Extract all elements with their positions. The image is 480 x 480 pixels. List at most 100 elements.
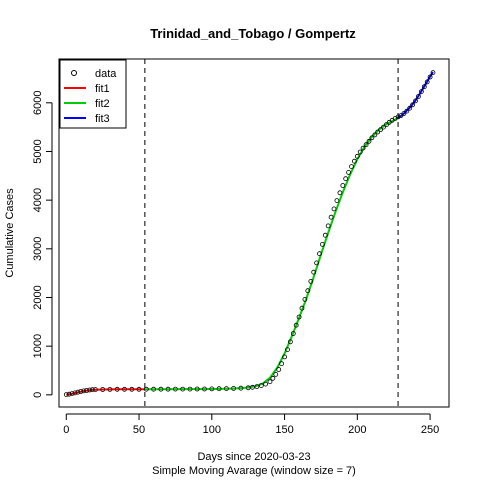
- data-point: [114, 386, 120, 392]
- data-point: [357, 149, 363, 155]
- data-point: [424, 79, 430, 85]
- data-point: [430, 70, 436, 75]
- data-point: [311, 269, 317, 275]
- y-tick-label: 0: [32, 392, 44, 398]
- data-point: [366, 138, 372, 144]
- data-point: [407, 105, 413, 111]
- data-point: [223, 386, 229, 392]
- data-point: [293, 322, 299, 328]
- data-point: [270, 375, 276, 381]
- data-point: [299, 305, 305, 311]
- data-point: [180, 386, 186, 392]
- legend-label-fit3: fit3: [95, 113, 110, 125]
- data-point: [346, 169, 352, 175]
- y-tick-label: 2000: [32, 285, 44, 309]
- x-tick-label: 150: [275, 424, 293, 436]
- data-point: [216, 386, 222, 392]
- x-tick-label: 100: [203, 424, 221, 436]
- x-axis-label: Days since 2020-03-23: [197, 451, 310, 463]
- data-point: [319, 241, 325, 247]
- x-tick-label: 50: [133, 424, 145, 436]
- data-point: [421, 84, 427, 90]
- data-point: [250, 384, 255, 390]
- data-point: [254, 384, 260, 390]
- data-point: [81, 388, 87, 394]
- data-point: [238, 385, 244, 391]
- data-point: [136, 386, 142, 392]
- legend-box: [59, 59, 127, 129]
- series-line-fit2: [144, 117, 399, 391]
- legend: data fit1 fit2 fit3: [59, 59, 127, 129]
- data-point: [340, 183, 346, 188]
- data-point: [143, 386, 149, 392]
- data-point: [302, 296, 308, 302]
- data-point: [378, 127, 384, 133]
- legend-label-fit2: fit2: [95, 98, 110, 110]
- data-point: [413, 98, 418, 104]
- x-axis: 0 50 100 150 200 250: [63, 413, 439, 436]
- x-tick-label: 250: [421, 424, 439, 436]
- data-point: [305, 288, 311, 294]
- data-point: [87, 387, 92, 393]
- data-point: [78, 389, 84, 394]
- plot-content: [63, 59, 436, 407]
- data-point: [427, 74, 433, 80]
- data-point: [90, 387, 95, 393]
- series-line-fit1: [66, 388, 145, 396]
- series-line-fit3: [397, 71, 434, 119]
- data-point: [258, 383, 264, 389]
- data-point: [308, 278, 314, 284]
- data-point: [151, 386, 157, 392]
- data-point: [317, 251, 322, 257]
- data-point: [383, 122, 389, 128]
- data-point: [273, 371, 279, 377]
- y-axis-label: Cumulative Cases: [4, 188, 16, 278]
- chart-subtitle: Simple Moving Avarage (window size = 7): [152, 465, 356, 477]
- chart-title: Trinidad_and_Tobago / Gompertz: [150, 26, 356, 41]
- data-point: [202, 386, 207, 392]
- data-point: [415, 94, 421, 99]
- data-point: [375, 129, 381, 135]
- data-point: [263, 381, 269, 387]
- data-point: [66, 391, 72, 397]
- data-point: [276, 367, 282, 372]
- data-point: [107, 386, 113, 392]
- data-point: [100, 387, 106, 392]
- data-point: [337, 190, 343, 196]
- data-point: [325, 223, 331, 229]
- data-point: [279, 361, 285, 367]
- data-point: [354, 153, 360, 159]
- y-axis: 0 1000 2000 3000 4000 5000 6000: [32, 91, 53, 398]
- y-tick-label: 1000: [32, 334, 44, 358]
- data-point: [172, 386, 178, 392]
- legend-label-data: data: [95, 68, 117, 80]
- data-point: [93, 387, 98, 393]
- data-point: [69, 391, 75, 397]
- data-point: [369, 135, 375, 141]
- plot-area-frame: [58, 58, 450, 408]
- legend-symbol-data: [71, 70, 77, 76]
- x-tick-label: 0: [63, 424, 69, 436]
- data-point: [381, 124, 386, 130]
- data-point: [351, 158, 357, 164]
- y-tick-label: 3000: [32, 237, 44, 261]
- data-point: [72, 390, 78, 396]
- data-point: [334, 198, 340, 204]
- data-point: [282, 354, 288, 360]
- data-point: [410, 102, 416, 108]
- data-point: [209, 386, 215, 392]
- data-point: [343, 176, 349, 182]
- data-point: [290, 331, 296, 336]
- data-point: [287, 339, 293, 345]
- data-point: [84, 388, 89, 393]
- y-tick-label: 4000: [32, 188, 44, 212]
- data-point: [404, 108, 410, 114]
- legend-label-fit1: fit1: [95, 83, 110, 95]
- data-point: [296, 314, 302, 320]
- data-point: [231, 385, 237, 391]
- data-point: [418, 89, 424, 94]
- data-point: [285, 347, 290, 353]
- y-tick-label: 5000: [32, 139, 44, 163]
- data-point: [75, 389, 81, 395]
